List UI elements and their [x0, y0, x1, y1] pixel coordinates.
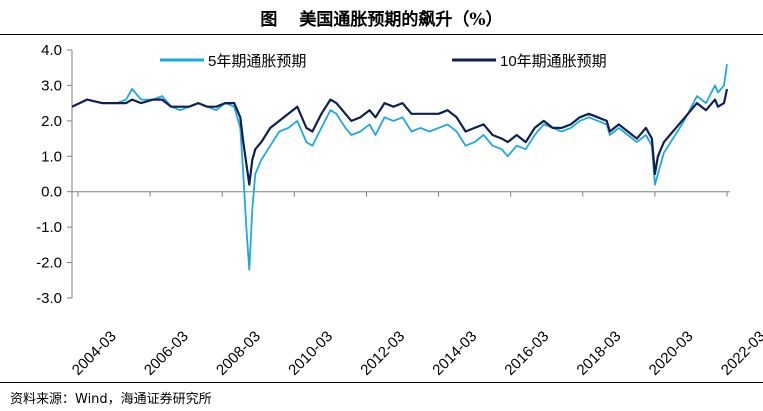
y-tick-label: 4.0 — [41, 42, 62, 59]
footer: 资料来源：Wind，海通证券研究所 — [0, 382, 763, 411]
x-tick-label: 2008-03 — [213, 328, 264, 379]
line-chart: 4.0 3.0 2.0 1.0 0.0 -1.0 -2.0 -3.0 2004-03 2006-0… — [36, 42, 763, 379]
chart-area: 4.0 3.0 2.0 1.0 0.0 -1.0 -2.0 -3.0 2004-03 2006-0… — [0, 36, 763, 380]
x-tick-label: 2014-03 — [429, 328, 480, 379]
figure-label: 图 — [260, 10, 278, 30]
series-line-5y — [71, 64, 728, 271]
x-tick-label: 2004-03 — [69, 328, 120, 379]
series-line-10y — [71, 88, 729, 186]
x-tick-label: 2012-03 — [357, 328, 408, 379]
legend-label-5y: 5年期通胀预期 — [208, 53, 306, 70]
x-tick-label: 2022-03 — [718, 328, 763, 379]
source-note: 资料来源：Wind，海通证券研究所 — [10, 392, 212, 407]
x-tick-label: 2020-03 — [646, 328, 697, 379]
y-tick-label: 3.0 — [41, 77, 62, 94]
y-tick-label: -1.0 — [36, 219, 62, 236]
y-tick-label: -3.0 — [36, 290, 62, 307]
chart-title: 图 美国通胀预期的飙升（%） — [0, 5, 763, 30]
title-bar: 图 美国通胀预期的飙升（%） — [0, 0, 763, 35]
x-tick-label: 2018-03 — [574, 328, 625, 379]
y-tick-label: 1.0 — [41, 148, 62, 165]
y-tick-label: -2.0 — [36, 255, 62, 272]
legend-label-10y: 10年期通胀预期 — [500, 53, 607, 70]
x-tick-label: 2010-03 — [285, 328, 336, 379]
y-tick-label: 0.0 — [41, 184, 62, 201]
x-tick-label: 2006-03 — [141, 328, 192, 379]
title-text: 美国通胀预期的飙升（%） — [299, 10, 503, 30]
y-tick-label: 2.0 — [41, 113, 62, 130]
x-tick-label: 2016-03 — [501, 328, 552, 379]
